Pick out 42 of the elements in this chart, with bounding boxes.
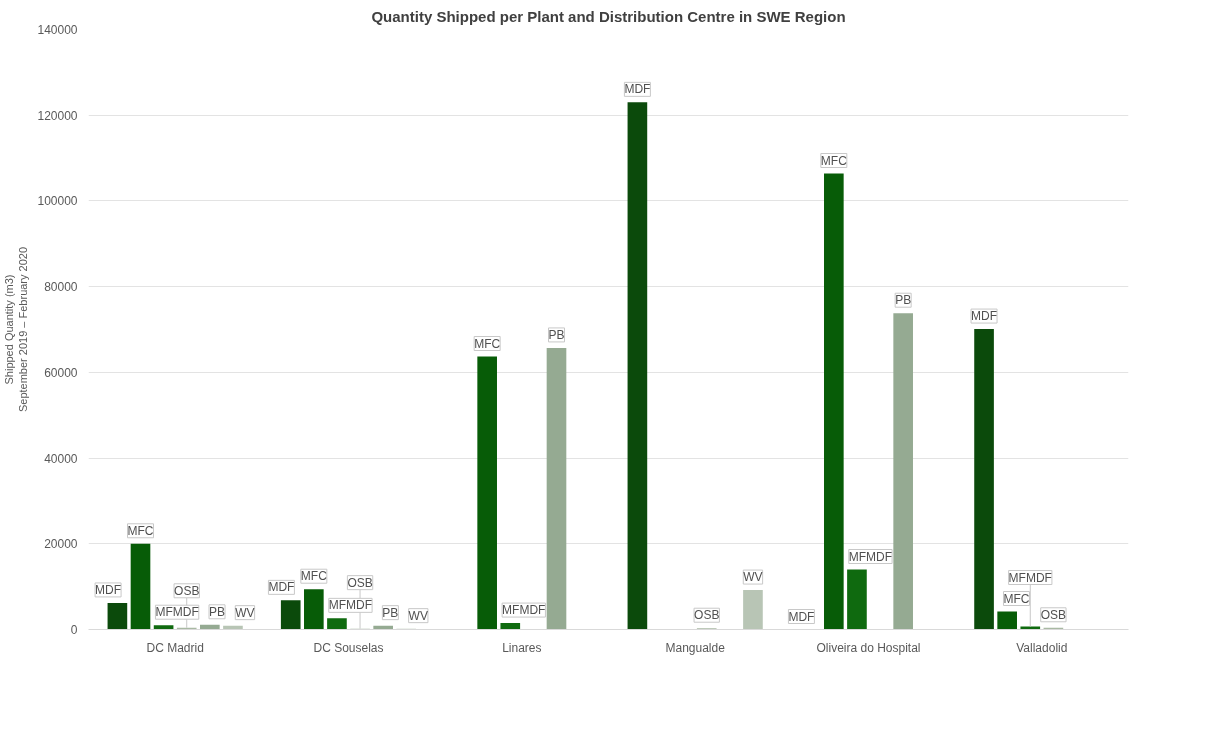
y-tick-label: 100000 [37, 194, 78, 209]
chart-title: Quantity Shipped per Plant and Distribution Centre in SWE Region [371, 7, 846, 25]
y-tick-label: 120000 [37, 108, 78, 123]
series-label: PB [209, 604, 226, 619]
text: MFMDF [848, 549, 893, 564]
text: MDF [788, 609, 815, 624]
text: MFC [127, 523, 154, 538]
y-tick-label: 60000 [44, 365, 78, 380]
x-tick-label: Oliveira do Hospital [816, 640, 921, 655]
text: PB [382, 605, 399, 620]
series-label: WV [235, 605, 255, 620]
x-tick-label: DC Madrid [146, 640, 204, 655]
text: WV [743, 570, 763, 585]
text: MDF [268, 580, 295, 595]
x-tick-label: Mangualde [665, 640, 726, 655]
text: WV [408, 608, 428, 623]
series-label: MFMDF [155, 605, 199, 620]
text: MFC [474, 336, 501, 351]
text: OSB [694, 608, 720, 623]
x-tick-label: DC Souselas [313, 640, 384, 655]
y-tick-label: 80000 [44, 280, 78, 295]
series-label: MDF [95, 582, 122, 597]
text: MFC [300, 569, 327, 584]
y-tick-label: 20000 [44, 537, 78, 552]
x-tick-label: Linares [502, 640, 542, 655]
y-tick-label: 140000 [37, 23, 78, 37]
text: OSB [347, 575, 373, 590]
series-label: MFC [1003, 591, 1030, 606]
y-tick-label: 0 [70, 623, 78, 637]
x-tick-label: Valladolid [1016, 640, 1068, 655]
text: MFMDF [1008, 570, 1052, 585]
series-label: OSB [1040, 607, 1067, 622]
text: PB [548, 327, 565, 342]
y-axis-title: Shipped Quantity (m3) September 2019 – February 2020 [3, 246, 30, 413]
text: OSB [174, 583, 200, 598]
text: MDF [624, 82, 651, 97]
text: MFC [820, 153, 847, 168]
text: MDF [971, 309, 998, 324]
y-tick-label: 40000 [44, 451, 78, 466]
text: PB [895, 293, 912, 308]
text: MFMDF [328, 598, 373, 613]
text: MFMDF [502, 603, 546, 618]
